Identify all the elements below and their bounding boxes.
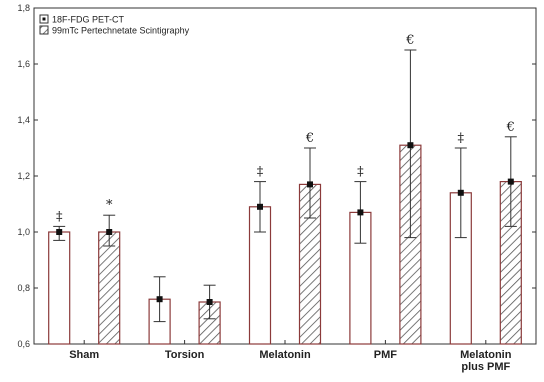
significance-marker: ‡ (458, 131, 465, 146)
mean-point (156, 296, 163, 303)
mean-point (507, 178, 514, 185)
legend-point (42, 17, 46, 21)
y-tick-label: 1,0 (17, 227, 30, 237)
bar (48, 231, 71, 345)
mean-point (407, 142, 414, 149)
mean-point (56, 229, 63, 235)
mean-point (357, 209, 364, 216)
y-tick-label: 1,4 (17, 115, 30, 125)
x-tick-label: Melatonin (460, 349, 512, 361)
significance-marker: * (106, 198, 113, 213)
x-tick-label: PMF (374, 349, 398, 361)
legend-swatch (39, 25, 49, 35)
x-tick-label: Torsion (165, 349, 205, 361)
significance-marker: € (506, 120, 515, 135)
y-tick-label: 0,8 (17, 283, 30, 293)
x-tick-label: plus PMF (461, 361, 510, 373)
significance-marker: € (405, 33, 414, 48)
significance-marker: ‡ (56, 209, 63, 224)
legend-label: 18F-FDG PET-CT (52, 15, 125, 25)
significance-marker: ‡ (257, 165, 264, 180)
mean-point (307, 181, 313, 188)
y-axis: 0,6 0,8 1,0 1,2 1,4 1,6 1,8 (17, 3, 536, 349)
y-tick-label: 1,2 (17, 171, 30, 181)
bars: ‡ * ‡ € ‡ € ‡ € (48, 33, 522, 345)
mean-point (257, 203, 263, 210)
mean-point (106, 229, 113, 235)
y-tick-label: 0,6 (17, 339, 30, 349)
significance-marker: € (305, 131, 314, 146)
mean-point (206, 299, 213, 305)
y-tick-label: 1,8 (17, 3, 30, 13)
legend-label: 99mTc Pertechnetate Scintigraphy (52, 26, 190, 36)
bar (98, 231, 121, 345)
significance-marker: ‡ (357, 165, 364, 180)
y-tick-label: 1,6 (17, 59, 30, 69)
mean-point (457, 189, 464, 196)
x-tick-label: Sham (69, 349, 99, 361)
x-tick-label: Melatonin (259, 349, 311, 361)
